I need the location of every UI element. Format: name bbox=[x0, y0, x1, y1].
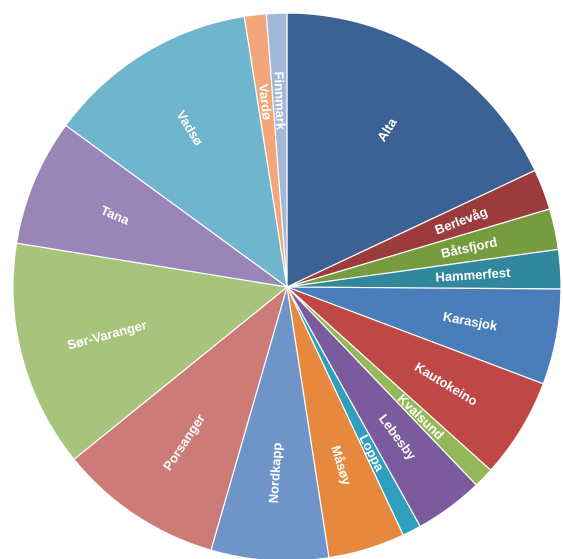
pie-slices bbox=[12, 12, 562, 559]
slice-vadso bbox=[64, 15, 288, 289]
slice-label-nordkapp: Nordkapp bbox=[266, 442, 285, 504]
slice-label-vardo: Vardø bbox=[256, 83, 275, 121]
slice-tana bbox=[15, 124, 288, 288]
slice-porsanger bbox=[73, 285, 289, 551]
slice-label-finnmark: Finnmark bbox=[271, 71, 288, 131]
slice-sor-varanger bbox=[12, 242, 289, 461]
slice-alta bbox=[286, 12, 536, 288]
slice-finnmark bbox=[265, 12, 288, 288]
slice-label-hammerfest: Hammerfest bbox=[435, 265, 512, 285]
slice-nordkapp bbox=[210, 286, 330, 559]
